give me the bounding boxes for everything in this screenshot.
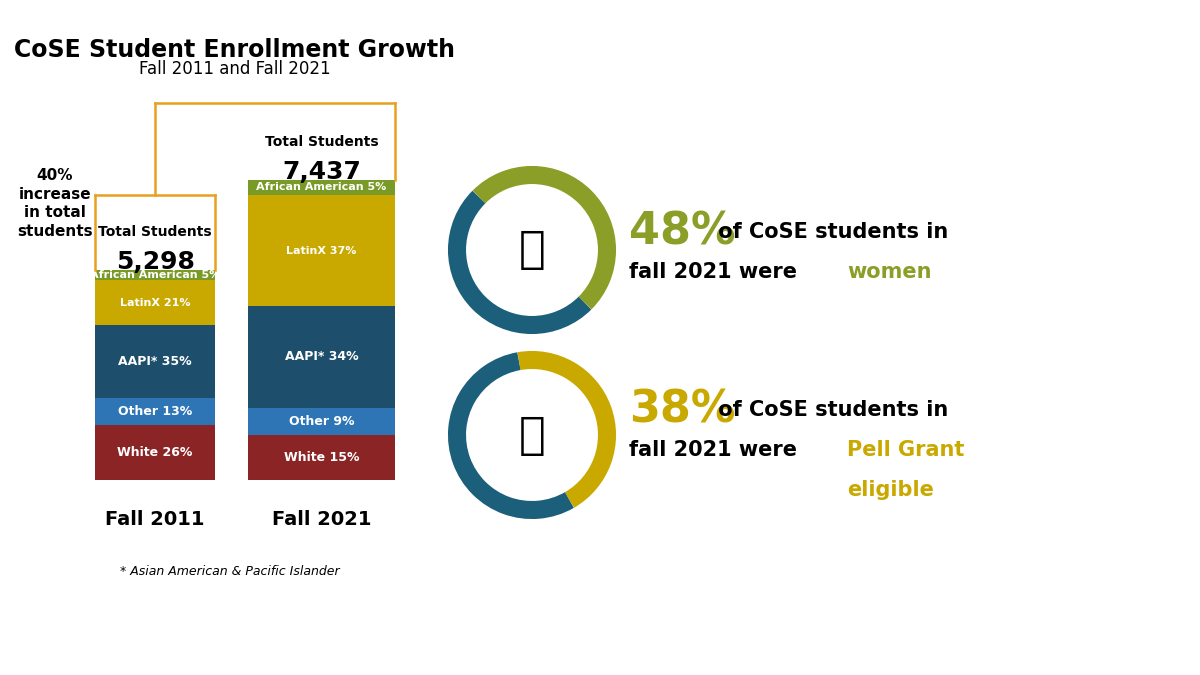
Text: * Asian American & Pacific Islander: * Asian American & Pacific Islander bbox=[120, 565, 340, 578]
Text: Fall 2011 and Fall 2021: Fall 2011 and Fall 2021 bbox=[139, 60, 331, 78]
Text: Pell Grant: Pell Grant bbox=[847, 440, 965, 460]
Text: AAPI* 35%: AAPI* 35% bbox=[118, 355, 192, 368]
Text: of CoSE students in: of CoSE students in bbox=[710, 222, 948, 242]
Text: AAPI* 34%: AAPI* 34% bbox=[284, 350, 359, 364]
Text: 48%: 48% bbox=[629, 211, 736, 254]
Text: LatinX 21%: LatinX 21% bbox=[120, 298, 191, 308]
Bar bbox=[248, 180, 395, 195]
Bar bbox=[248, 408, 395, 435]
Text: 38%: 38% bbox=[629, 389, 736, 431]
Bar bbox=[248, 435, 395, 480]
Bar bbox=[248, 195, 395, 306]
Text: White 26%: White 26% bbox=[118, 446, 193, 459]
Bar bbox=[95, 281, 215, 325]
Text: 40%
increase
in total
students: 40% increase in total students bbox=[17, 168, 92, 239]
Text: 7,437: 7,437 bbox=[282, 160, 361, 184]
Text: fall 2021 were: fall 2021 were bbox=[629, 262, 804, 282]
Text: of CoSE students in: of CoSE students in bbox=[710, 400, 948, 420]
Bar bbox=[95, 270, 215, 281]
Text: 🔬: 🔬 bbox=[518, 229, 545, 271]
Text: Total Students: Total Students bbox=[265, 135, 378, 149]
Bar bbox=[95, 425, 215, 480]
Bar bbox=[95, 325, 215, 398]
Text: CoSE Student Enrollment Growth: CoSE Student Enrollment Growth bbox=[14, 38, 456, 62]
Text: Other 9%: Other 9% bbox=[289, 415, 354, 428]
Circle shape bbox=[464, 367, 600, 502]
Text: White 15%: White 15% bbox=[283, 451, 359, 464]
Text: African American 5%: African American 5% bbox=[90, 270, 220, 280]
Text: fall 2021 were: fall 2021 were bbox=[629, 440, 804, 460]
Text: African American 5%: African American 5% bbox=[257, 182, 386, 192]
Bar bbox=[248, 306, 395, 408]
Text: Fall 2021: Fall 2021 bbox=[271, 510, 371, 529]
Text: Other 13%: Other 13% bbox=[118, 405, 192, 418]
Text: eligible: eligible bbox=[847, 480, 934, 500]
Text: Fall 2011: Fall 2011 bbox=[106, 510, 205, 529]
Circle shape bbox=[464, 182, 600, 317]
Bar bbox=[95, 398, 215, 425]
Text: Total Students: Total Students bbox=[98, 225, 212, 239]
Text: 📖: 📖 bbox=[518, 414, 545, 456]
Text: LatinX 37%: LatinX 37% bbox=[287, 246, 356, 256]
Text: women: women bbox=[847, 262, 931, 282]
Text: 5,298: 5,298 bbox=[115, 250, 194, 274]
